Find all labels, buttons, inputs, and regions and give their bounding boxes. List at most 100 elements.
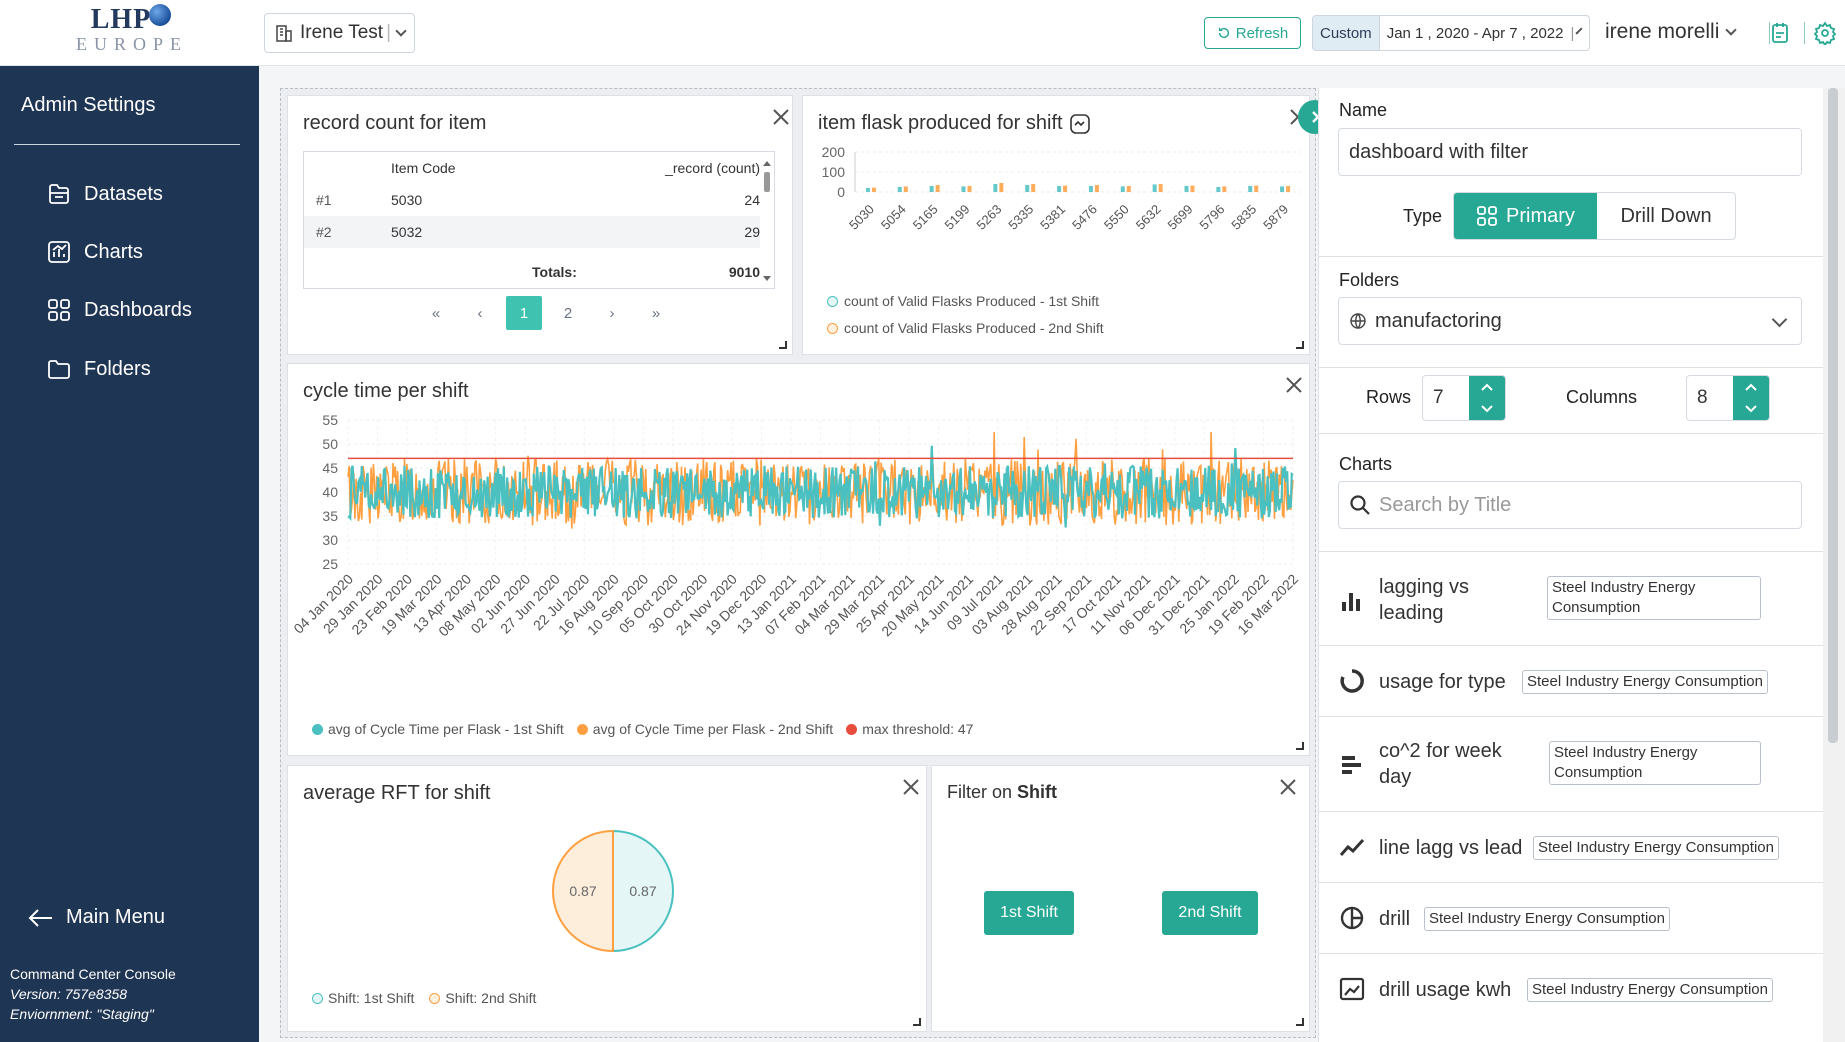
dashboard-name-input[interactable]	[1338, 128, 1802, 176]
decrement-icon[interactable]	[1469, 398, 1505, 420]
resize-handle[interactable]	[1296, 341, 1304, 349]
bar	[1094, 185, 1099, 192]
chart-list-item[interactable]: line lagg vs lead Steel Industry Energy …	[1319, 812, 1824, 883]
app-info: Command Center Console Version: 757e8358…	[10, 966, 176, 1022]
close-icon[interactable]	[900, 776, 922, 798]
chart-list-item[interactable]: usage for type Steel Industry Energy Con…	[1319, 646, 1824, 717]
y-tick-label: 45	[322, 460, 338, 476]
shift-2-button[interactable]: 2nd Shift	[1162, 891, 1258, 935]
close-icon[interactable]	[1277, 776, 1299, 798]
slice-label: 0.87	[629, 883, 656, 899]
resize-handle[interactable]	[1296, 742, 1304, 750]
legend-item[interactable]: avg of Cycle Time per Flask - 2nd Shift	[592, 721, 834, 737]
chart-search-input[interactable]: Search by Title	[1338, 481, 1802, 529]
page-1[interactable]: 1	[506, 296, 542, 330]
main-menu-link[interactable]: Main Menu	[28, 906, 165, 929]
sidebar-title: Admin Settings	[21, 94, 156, 116]
legend-item[interactable]: avg of Cycle Time per Flask - 1st Shift	[328, 721, 564, 737]
legend-item[interactable]: max threshold: 47	[862, 721, 974, 737]
bar	[1126, 186, 1131, 192]
sidebar-item-dashboards[interactable]: Dashboards	[46, 297, 192, 323]
table-row[interactable]: #1 5030 24	[316, 192, 760, 208]
divider	[1804, 22, 1805, 44]
arrow-left-icon	[28, 908, 52, 927]
close-icon[interactable]	[1283, 374, 1305, 396]
resize-handle[interactable]	[779, 341, 787, 349]
sidebar-item-folders[interactable]: Folders	[46, 356, 151, 382]
legend-item[interactable]: Shift: 1st Shift	[328, 990, 415, 1006]
line-chart-icon	[1339, 838, 1365, 856]
x-tick-label: 5796	[1196, 202, 1227, 233]
bar	[935, 185, 940, 192]
pie-slice	[552, 829, 614, 953]
date-range-picker[interactable]: Custom Jan 1 , 2020 - Apr 7 , 2022 |	[1312, 15, 1590, 51]
page-2[interactable]: 2	[563, 304, 573, 322]
bar	[961, 186, 966, 192]
table-row[interactable]: #2 5032 29	[304, 216, 760, 248]
divider	[14, 144, 240, 145]
dataset-tag: Steel Industry Energy Consumption	[1549, 741, 1761, 785]
prev-page-icon[interactable]: ‹	[477, 304, 483, 322]
bar	[865, 188, 870, 192]
area-chart-icon	[1339, 977, 1365, 1001]
x-tick-label: 5835	[1228, 202, 1259, 233]
chevron-down-icon	[1575, 27, 1583, 35]
record-table: Item Code _record (count) #1 5030 24 #2 …	[303, 151, 775, 289]
bar	[1216, 187, 1221, 192]
next-page-icon[interactable]: ›	[609, 304, 615, 322]
increment-icon[interactable]	[1733, 376, 1769, 398]
increment-icon[interactable]	[1469, 376, 1505, 398]
shift-1-button[interactable]: 1st Shift	[984, 891, 1074, 935]
close-icon[interactable]	[770, 106, 792, 128]
folder-select[interactable]: manufactoring	[1338, 297, 1802, 345]
workspace-select[interactable]: Irene Test |	[264, 13, 415, 53]
type-drill-down-button[interactable]: Drill Down	[1620, 204, 1712, 227]
folders-label: Folders	[1339, 270, 1400, 290]
card-title: record count for item	[303, 112, 487, 134]
legend-item[interactable]: count of Valid Flasks Produced - 2nd Shi…	[827, 320, 1104, 336]
refresh-button[interactable]: Refresh	[1204, 17, 1301, 49]
sidebar-item-charts[interactable]: Charts	[46, 239, 143, 265]
columns-stepper[interactable]: 8	[1686, 375, 1770, 421]
columns-label: Columns	[1566, 387, 1638, 407]
rows-stepper[interactable]: 7	[1422, 375, 1506, 421]
legend-item[interactable]: count of Valid Flasks Produced - 1st Shi…	[827, 293, 1099, 309]
chart-list-item[interactable]: co^2 for week day Steel Industry Energy …	[1319, 717, 1824, 812]
drill-icon[interactable]	[1069, 113, 1091, 135]
dashboard-settings-panel: Name Type Primary Drill Down Folders man…	[1318, 88, 1824, 1042]
table-scrollbar[interactable]	[762, 158, 772, 286]
gear-icon[interactable]	[1813, 21, 1837, 45]
bar	[1031, 184, 1036, 192]
x-tick-label: 5263	[973, 202, 1004, 233]
x-tick-label: 5199	[942, 202, 973, 233]
divider	[1319, 367, 1824, 368]
refresh-icon	[1218, 27, 1229, 39]
first-page-icon[interactable]: «	[431, 304, 441, 322]
y-tick-label: 30	[322, 532, 338, 548]
resize-handle[interactable]	[1296, 1018, 1304, 1026]
type-primary-button[interactable]: Primary	[1454, 193, 1597, 239]
bar	[1254, 185, 1259, 192]
dataset-tag: Steel Industry Energy Consumption	[1522, 670, 1768, 694]
chart-list-item[interactable]: drill usage kwh Steel Industry Energy Co…	[1319, 954, 1824, 1025]
record-count-card: record count for item Item Code _record …	[287, 95, 793, 355]
bar	[1063, 185, 1068, 192]
last-page-icon[interactable]: »	[651, 304, 661, 322]
decrement-icon[interactable]	[1733, 398, 1769, 420]
scroll-thumb[interactable]	[1828, 88, 1838, 743]
resize-handle[interactable]	[913, 1018, 921, 1026]
chart-list-item[interactable]: lagging vs leading Steel Industry Energy…	[1319, 552, 1824, 646]
panel-scrollbar[interactable]	[1823, 88, 1845, 1042]
bar	[897, 187, 902, 192]
dataset-tag: Steel Industry Energy Consumption	[1533, 836, 1779, 860]
x-tick-label: 5632	[1133, 202, 1164, 233]
chart-list-item[interactable]: drill Steel Industry Energy Consumption	[1319, 883, 1824, 954]
notes-icon[interactable]	[1768, 21, 1792, 45]
bar	[1088, 186, 1093, 192]
user-menu[interactable]: irene morelli	[1605, 20, 1738, 44]
divider	[1319, 433, 1824, 434]
horizontal-bar-icon	[1342, 756, 1361, 774]
legend-item[interactable]: Shift: 2nd Shift	[445, 990, 537, 1006]
dataset-tag: Steel Industry Energy Consumption	[1547, 576, 1761, 620]
sidebar-item-datasets[interactable]: Datasets	[46, 181, 163, 207]
